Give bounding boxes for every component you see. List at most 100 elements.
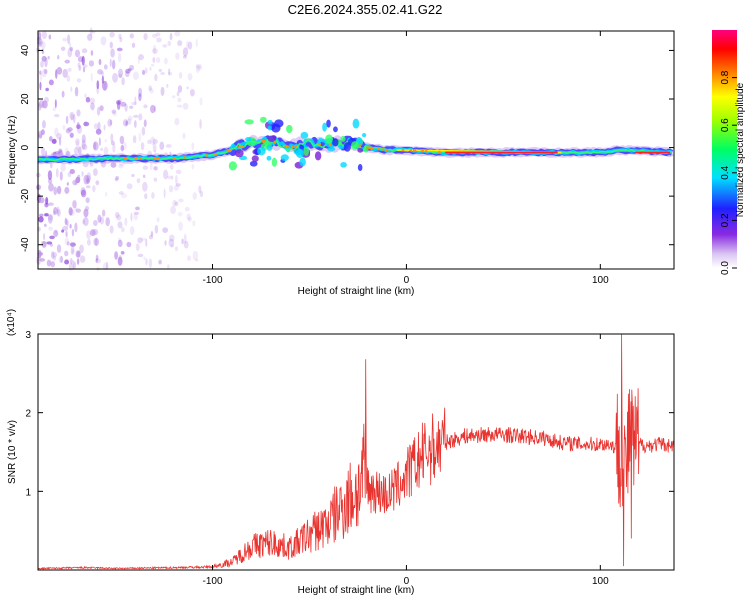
snr-y-multiplier: (x10⁴) xyxy=(6,309,17,336)
noise-speckle xyxy=(82,66,86,73)
noise-speckle xyxy=(170,205,176,215)
noise-speckle xyxy=(69,257,73,265)
colorbar-gradient xyxy=(712,30,737,268)
ridge-hot-dot xyxy=(294,144,298,148)
noise-speckle xyxy=(132,71,139,80)
noise-speckle xyxy=(75,176,81,184)
noise-speckle xyxy=(90,72,93,82)
noise-speckle xyxy=(62,225,69,231)
snr-x-tick-label: -100 xyxy=(203,576,223,587)
spectrogram-y-tick-label: 0 xyxy=(20,144,31,150)
noise-speckle xyxy=(117,256,123,266)
noise-speckle xyxy=(142,174,146,179)
ridge-hot-dot xyxy=(154,157,157,160)
noise-speckle xyxy=(53,207,58,215)
ridge-hot-dot xyxy=(263,139,266,143)
noise-speckle xyxy=(95,180,100,186)
noise-speckle xyxy=(40,60,44,68)
noise-speckle xyxy=(95,258,101,264)
noise-speckle xyxy=(94,237,98,247)
noise-speckle xyxy=(111,109,117,114)
noise-speckle xyxy=(175,183,181,187)
colorbar-tick-label: 0.8 xyxy=(720,70,731,84)
ridge-blob xyxy=(260,116,267,123)
noise-speckle xyxy=(168,68,171,76)
noise-speckle xyxy=(134,96,137,106)
noise-speckle xyxy=(142,69,146,75)
noise-speckle xyxy=(176,104,183,108)
noise-speckle xyxy=(81,134,86,144)
noise-speckle xyxy=(116,100,121,110)
colorbar-tick-label: 0.6 xyxy=(720,118,731,132)
noise-speckle xyxy=(110,162,117,168)
noise-speckle xyxy=(92,185,96,193)
ridge-blob xyxy=(322,122,327,132)
noise-speckle xyxy=(127,115,133,121)
noise-speckle xyxy=(148,234,154,240)
noise-speckle xyxy=(115,211,120,219)
noise-speckle xyxy=(119,37,123,43)
noise-speckle xyxy=(118,73,122,79)
noise-speckle xyxy=(126,183,133,190)
noise-speckle xyxy=(81,139,86,150)
noise-speckle xyxy=(95,254,99,261)
noise-speckle xyxy=(89,97,95,105)
noise-speckle xyxy=(156,216,160,223)
noise-speckle xyxy=(99,216,105,225)
noise-speckle xyxy=(192,192,197,200)
noise-speckle xyxy=(195,64,200,73)
noise-speckle xyxy=(103,64,108,70)
noise-speckle xyxy=(104,191,108,197)
noise-speckle xyxy=(148,258,153,269)
noise-speckle xyxy=(133,120,137,128)
noise-speckle xyxy=(72,179,78,186)
ridge-hot-dot xyxy=(409,148,413,152)
noise-speckle xyxy=(62,68,68,79)
ridge-blob xyxy=(234,149,244,158)
ridge-blob xyxy=(326,119,331,128)
noise-speckle xyxy=(56,66,63,75)
noise-speckle xyxy=(192,220,196,227)
ridge-blob xyxy=(280,154,289,161)
noise-speckle xyxy=(72,200,77,209)
noise-speckle xyxy=(178,198,184,203)
noise-speckle xyxy=(44,96,49,103)
page-title: C2E6.2024.355.02.41.G22 xyxy=(288,2,443,17)
colorbar-tick-label: 0.2 xyxy=(720,213,731,227)
spectrogram-y-tick-label: -40 xyxy=(20,237,31,252)
noise-speckle xyxy=(171,175,174,180)
noise-speckle xyxy=(89,27,93,37)
noise-speckle xyxy=(110,140,115,146)
noise-speckle xyxy=(129,105,134,109)
noise-speckle xyxy=(167,175,172,180)
noise-speckle xyxy=(118,98,123,103)
noise-speckle xyxy=(163,57,168,65)
noise-speckle xyxy=(64,59,70,64)
noise-speckle xyxy=(37,103,42,111)
noise-speckle xyxy=(154,224,159,234)
noise-speckle xyxy=(73,146,79,155)
spectrogram-x-tick-label: 0 xyxy=(404,275,410,286)
noise-speckle xyxy=(186,86,189,90)
noise-speckle xyxy=(112,72,118,83)
noise-speckle xyxy=(65,115,69,125)
noise-speckle xyxy=(93,123,99,130)
noise-speckle xyxy=(175,169,182,175)
noise-speckle xyxy=(49,162,53,169)
noise-speckle xyxy=(124,103,128,112)
noise-speckle xyxy=(69,169,75,175)
noise-speckle xyxy=(100,147,104,151)
ridge-blob xyxy=(271,157,278,167)
ridge-hot-dot xyxy=(412,149,416,152)
noise-speckle xyxy=(158,259,162,265)
noise-speckle xyxy=(65,128,71,134)
noise-speckle xyxy=(84,93,87,99)
ridge-blob xyxy=(245,137,253,142)
noise-speckle xyxy=(116,47,123,52)
noise-speckle xyxy=(191,163,195,170)
noise-speckle xyxy=(118,68,124,78)
noise-speckle xyxy=(74,86,79,97)
noise-speckle xyxy=(152,44,157,54)
noise-speckle xyxy=(83,174,89,185)
